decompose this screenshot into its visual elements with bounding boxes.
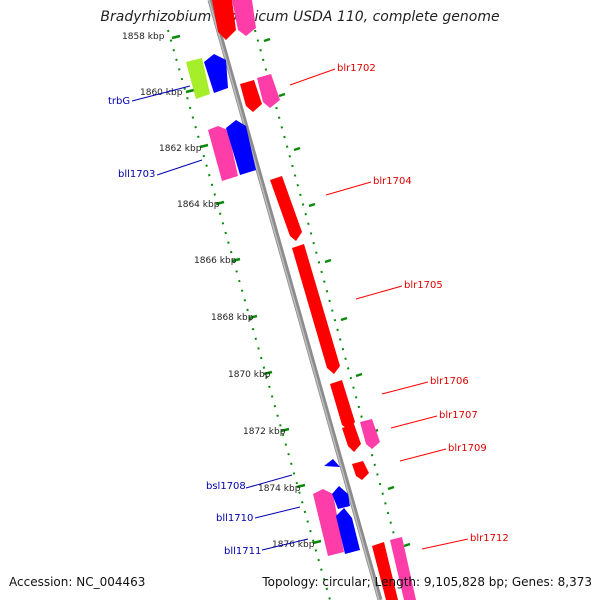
gene-label-blr1709[interactable]: blr1709 [448, 443, 487, 454]
genome-backbone [207, 0, 383, 600]
gene-label-blr1712[interactable]: blr1712 [470, 533, 509, 544]
gene-arrow-blue[interactable] [204, 54, 228, 93]
gene-label-bsl1708[interactable]: bsl1708 [206, 481, 246, 492]
accession-text: Accession: NC_004463 [9, 575, 146, 589]
leader-lines [131, 68, 469, 551]
tick-label: 1870 kbp [228, 370, 271, 380]
gene-label-blr1702[interactable]: blr1702 [337, 63, 376, 74]
gene-arrow-blue[interactable] [324, 459, 340, 467]
gene-arrow-pink[interactable] [360, 419, 380, 449]
gene-label-bll1710[interactable]: bll1710 [216, 513, 253, 524]
gene-arrow-red[interactable] [212, 0, 236, 40]
gene-label-blr1707[interactable]: blr1707 [439, 410, 478, 421]
tick-label: 1868 kbp [211, 313, 254, 323]
gene-arrow-pink[interactable] [390, 537, 416, 600]
tick-label: 1864 kbp [177, 200, 220, 210]
tick-label: 1866 kbp [194, 256, 237, 266]
tick-label: 1876 kbp [272, 540, 315, 550]
gene-arrow-pink[interactable] [257, 74, 280, 108]
gene-arrow-red[interactable] [352, 461, 369, 480]
tick-label: 1874 kbp [258, 484, 301, 494]
tick-label: 1872 kbp [243, 427, 286, 437]
tick-label: 1862 kbp [159, 144, 202, 154]
inner-tick-marks [171, 34, 322, 545]
backbone-highlight [208, 0, 380, 600]
gene-arrow-blue[interactable] [336, 508, 360, 554]
gene-arrow-red[interactable] [270, 176, 302, 241]
outer-tick-marks [263, 37, 411, 548]
gene-arrow-pink[interactable] [208, 126, 238, 181]
genome-summary-text: Topology: circular; Length: 9,105,828 bp… [262, 575, 592, 589]
gene-arrow-red[interactable] [292, 244, 340, 374]
gene-arrow-blue[interactable] [332, 486, 350, 509]
gene-arrow-red[interactable] [330, 380, 355, 430]
map-title: Bradyrhizobium japonicum USDA 110, compl… [100, 9, 500, 25]
gene-arrow-pink[interactable] [232, 0, 256, 36]
gene-label-blr1704[interactable]: blr1704 [373, 176, 412, 187]
gene-label-bll1703[interactable]: bll1703 [118, 169, 155, 180]
gene-arrow-blue[interactable] [226, 120, 256, 175]
gene-arrow-red[interactable] [372, 542, 398, 600]
gene-arrow-red[interactable] [240, 80, 262, 112]
gene-arrow-red[interactable] [342, 424, 361, 452]
gene-label-blr1705[interactable]: blr1705 [404, 280, 443, 291]
gene-label-trbG[interactable]: trbG [108, 96, 130, 107]
gene-arrow-lime[interactable] [186, 58, 210, 99]
gene-label-blr1706[interactable]: blr1706 [430, 376, 469, 387]
tick-label: 1858 kbp [122, 32, 165, 42]
gene-label-bll1711[interactable]: bll1711 [224, 546, 261, 557]
gene-arrow-pink[interactable] [313, 489, 344, 556]
